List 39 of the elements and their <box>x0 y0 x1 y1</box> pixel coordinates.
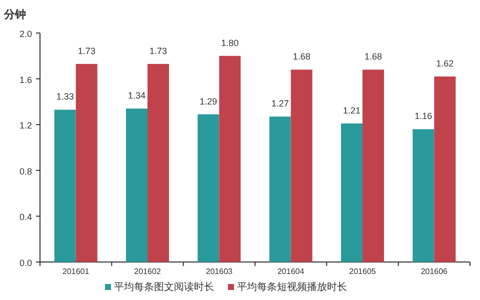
data-label: 1.29 <box>200 96 218 106</box>
bar <box>126 108 148 262</box>
x-tick-label: 201601 <box>62 267 90 276</box>
data-label: 1.73 <box>78 46 96 56</box>
data-label: 1.68 <box>292 52 310 62</box>
data-label: 1.34 <box>128 90 146 101</box>
y-tick-label: 0.0 <box>19 258 32 268</box>
data-label: 1.16 <box>414 111 432 122</box>
data-label: 1.80 <box>221 38 239 48</box>
data-label: 1.73 <box>149 46 168 56</box>
data-label: 1.33 <box>56 92 74 102</box>
bar <box>198 114 220 262</box>
x-tick-label: 201603 <box>206 267 234 276</box>
bar <box>54 110 76 262</box>
y-tick-label: 0.4 <box>19 212 32 222</box>
y-tick-label: 2.0 <box>19 29 32 39</box>
bar <box>412 129 434 262</box>
data-label: 1.62 <box>436 58 454 69</box>
x-tick-label: 201606 <box>420 267 448 276</box>
bar <box>76 64 98 262</box>
data-label: 1.21 <box>342 105 361 116</box>
bar <box>362 70 384 262</box>
x-tick-label: 201605 <box>349 267 376 276</box>
legend-label: 平均每条图文阅读时长 <box>114 281 214 293</box>
bar <box>290 70 312 262</box>
bar <box>219 56 241 262</box>
y-tick-label: 1.2 <box>19 120 32 131</box>
bar <box>148 64 169 262</box>
data-label: 1.68 <box>364 52 382 62</box>
y-tick-label: 0.8 <box>19 166 32 176</box>
bar <box>341 123 362 262</box>
legend-label: 平均每条短视频播放时长 <box>237 281 347 293</box>
y-axis-title: 分钟 <box>3 8 26 21</box>
bar <box>269 116 291 262</box>
x-tick-label: 201602 <box>134 267 162 276</box>
x-tick-label: 201604 <box>277 267 305 276</box>
y-tick-label: 1.6 <box>19 74 32 85</box>
bar <box>434 76 456 262</box>
data-label: 1.27 <box>271 98 289 109</box>
